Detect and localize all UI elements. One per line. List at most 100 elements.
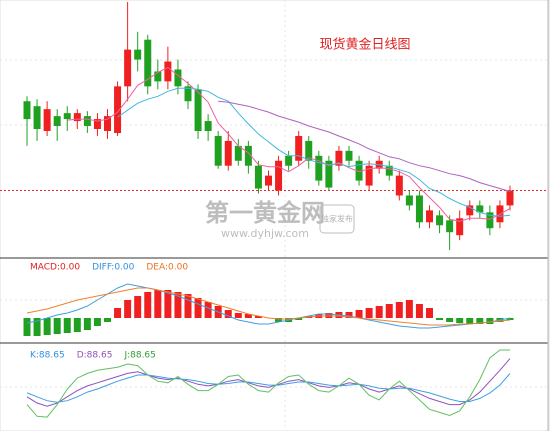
series-line xyxy=(117,87,511,217)
candle-body xyxy=(154,71,162,82)
macd-bar xyxy=(254,316,262,318)
candle-body xyxy=(466,205,474,216)
series-line xyxy=(218,100,511,192)
macd-bar xyxy=(365,308,373,318)
macd-bar xyxy=(114,308,122,318)
macd-bar xyxy=(295,318,303,320)
candle-body xyxy=(415,195,423,223)
candle-body xyxy=(305,140,313,161)
macd-bar xyxy=(405,300,413,318)
macd-bar xyxy=(63,318,71,333)
candle-body xyxy=(395,175,403,196)
macd-bar xyxy=(486,318,494,324)
candle-body xyxy=(184,86,192,102)
candle-body xyxy=(43,109,51,131)
candle-body xyxy=(214,135,222,166)
candle-body xyxy=(275,160,283,191)
candle-body xyxy=(295,135,303,161)
macd-bar xyxy=(426,308,433,318)
candle-body xyxy=(265,175,272,186)
macd-bar xyxy=(436,318,444,320)
candle-body xyxy=(114,86,122,133)
candle-body xyxy=(355,160,363,181)
series-line xyxy=(26,358,511,407)
watermark-url: www.dyhjw.com xyxy=(221,227,309,240)
watermark-badge: 独家发布 xyxy=(321,214,353,224)
macd-bar xyxy=(466,318,474,324)
candle-body xyxy=(426,210,433,223)
candle-body xyxy=(23,101,31,120)
macd-bar xyxy=(73,318,81,332)
macd-bar xyxy=(415,304,423,318)
macd-bar xyxy=(83,318,91,330)
candle-body xyxy=(204,121,212,131)
macd-bar xyxy=(194,298,202,318)
candle-body xyxy=(385,165,393,176)
macd-bar xyxy=(93,318,101,326)
candle-body xyxy=(285,155,293,166)
candle-body xyxy=(93,119,101,130)
macd-bar xyxy=(234,313,242,318)
macd-bar xyxy=(154,290,162,318)
indicator-label: DIFF:0.00 xyxy=(92,263,135,273)
macd-bar xyxy=(43,318,51,335)
candle-body xyxy=(446,220,454,233)
macd-bar xyxy=(345,312,353,318)
candle-body xyxy=(33,106,41,130)
macd-bar xyxy=(184,294,192,318)
macd-bar xyxy=(104,318,111,322)
candle-body xyxy=(224,140,232,166)
macd-bar xyxy=(506,318,514,320)
series-line xyxy=(26,287,511,326)
macd-bar xyxy=(53,318,61,334)
badge-box xyxy=(319,204,355,234)
indicator-label: D:88.65 xyxy=(77,351,113,361)
candle-body xyxy=(134,49,142,60)
watermark: 第一黄金网 独家发布 www.dyhjw.com xyxy=(205,199,355,240)
candle-body xyxy=(53,116,61,127)
candle-body xyxy=(244,145,252,166)
macd-bar xyxy=(144,292,152,318)
macd-bar xyxy=(124,300,132,318)
candle-body xyxy=(325,160,333,188)
candle-body xyxy=(365,165,373,186)
macd-bar xyxy=(204,302,212,318)
candle-body xyxy=(506,190,514,206)
macd-bar xyxy=(244,314,252,318)
macd-bar xyxy=(275,318,283,322)
candle-body xyxy=(194,89,202,131)
candle-body xyxy=(124,49,132,87)
macd-bar xyxy=(446,318,454,322)
macd-bar xyxy=(174,292,182,318)
candle-body xyxy=(174,69,182,87)
macd-bar xyxy=(355,310,363,318)
chart-title: 现货黄金日线图 xyxy=(319,37,410,53)
macd-bar xyxy=(23,318,31,336)
candle-body xyxy=(315,155,323,181)
candle-body xyxy=(144,39,152,87)
macd-bar xyxy=(33,318,41,336)
candle-body xyxy=(436,215,444,226)
candle-body xyxy=(486,212,494,229)
candle-body xyxy=(73,113,81,122)
watermark-main: 第一黄金网 xyxy=(205,199,325,227)
candle-body xyxy=(63,113,71,120)
candle-body xyxy=(83,116,91,127)
candle-body xyxy=(104,116,111,131)
macd-bar xyxy=(395,302,403,318)
indicator-label: DEA:0.00 xyxy=(146,263,188,273)
series-line xyxy=(26,373,511,403)
macd-bar xyxy=(134,296,142,318)
macd-bar xyxy=(224,310,232,318)
macd-bar xyxy=(164,290,172,318)
indicator-label: MACD:0.00 xyxy=(30,263,80,273)
candle-body xyxy=(164,61,172,82)
macd-bar xyxy=(385,304,393,318)
indicator-label: K:88.65 xyxy=(30,351,65,361)
candle-body xyxy=(476,205,484,213)
macd-bar xyxy=(375,306,383,318)
candle-body xyxy=(254,165,262,189)
